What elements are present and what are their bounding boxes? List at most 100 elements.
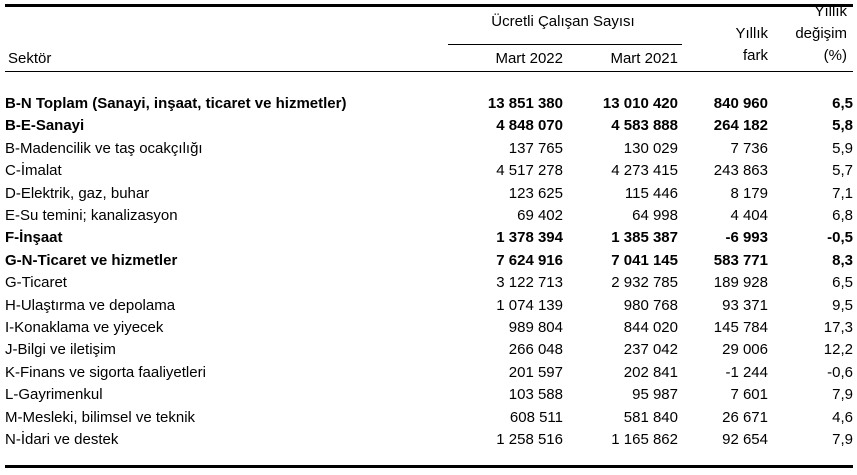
cell-m2021: 4 583 888	[611, 117, 678, 135]
cell-pct: 5,9	[832, 139, 853, 157]
cell-m2021: 237 042	[623, 341, 678, 359]
cell-sector: F-İnşaat	[5, 229, 63, 247]
cell-sector: E-Su temini; kanalizasyon	[5, 207, 178, 225]
cell-m2022: 13 851 380	[487, 95, 563, 112]
cell-pct: 6,5	[832, 274, 853, 292]
header-sector: Sektör	[8, 50, 52, 67]
table-row: K-Finans ve sigorta faaliyetleri 201 597 2…	[5, 362, 853, 384]
cell-m2021: 95 987	[632, 386, 678, 404]
cell-sector: M-Mesleki, bilimsel ve teknik	[5, 408, 196, 426]
cell-m2022: 1 378 394	[496, 229, 563, 247]
cell-sector: N-İdari ve destek	[5, 431, 119, 449]
cell-sector: C-İmalat	[5, 162, 62, 180]
table-row: M-Mesleki, bilimsel ve teknik 608 511 581 …	[5, 407, 853, 429]
cell-pct: -0,5	[827, 229, 853, 247]
cell-pct: 6,5	[832, 95, 853, 112]
cell-m2022: 201 597	[508, 363, 563, 381]
cell-fark: 26 671	[722, 408, 768, 426]
cell-fark: 29 006	[722, 341, 768, 359]
cell-sector: B-E-Sanayi	[5, 117, 85, 135]
cell-fark: -1 244	[725, 363, 768, 381]
header-annual-change-line3: (%)	[823, 47, 847, 64]
cell-m2022: 266 048	[508, 341, 563, 359]
cell-sector: K-Finans ve sigorta faaliyetleri	[5, 363, 206, 381]
cell-pct: 7,1	[832, 184, 853, 202]
cell-fark: 93 371	[722, 296, 768, 314]
paid-employees-table: B-N Toplam (Sanayi, inşaat, ticaret ve h…	[5, 93, 853, 452]
cell-m2022: 3 122 713	[496, 274, 563, 292]
cell-sector: J-Bilgi ve iletişim	[5, 341, 116, 359]
cell-fark: 189 928	[713, 274, 768, 292]
cell-pct: 9,5	[832, 296, 853, 314]
cell-sector: I-Konaklama ve yiyecek	[5, 319, 164, 337]
table-row: H-Ulaştırma ve depolama 1 074 139 980 768 9…	[5, 295, 853, 317]
cell-m2022: 4 517 278	[496, 162, 563, 180]
cell-sector: B-Madencilik ve taş ocakçılığı	[5, 139, 203, 157]
table-row: D-Elektrik, gaz, buhar 123 625 115 446 8 17…	[5, 183, 853, 205]
cell-fark: 145 784	[713, 319, 768, 337]
cell-sector: D-Elektrik, gaz, buhar	[5, 184, 150, 202]
cell-m2022: 123 625	[508, 184, 563, 202]
cell-m2022: 989 804	[508, 319, 563, 337]
header-annual-difference-line1: Yıllık	[735, 25, 768, 42]
cell-m2021: 2 932 785	[611, 274, 678, 292]
cell-m2022: 137 765	[508, 139, 563, 157]
header-group-title: Ücretli Çalışan Sayısı	[491, 13, 635, 30]
table-row: L-Gayrimenkul 103 588 95 987 7 601 7,9	[5, 384, 853, 406]
header-group-underline	[448, 44, 682, 45]
header-annual-difference-line2: fark	[742, 47, 768, 64]
bottom-rule	[5, 464, 853, 468]
cell-sector: G-Ticaret	[5, 274, 67, 292]
header-mart-2022: Mart 2022	[495, 50, 563, 67]
cell-pct: 7,9	[832, 431, 853, 449]
cell-fark: 7 601	[730, 386, 768, 404]
cell-fark: 840 960	[713, 95, 768, 112]
table-body-area: B-N Toplam (Sanayi, inşaat, ticaret ve h…	[5, 72, 853, 465]
cell-pct: 4,6	[832, 408, 853, 426]
header-subcolumns: Mart 2022 Mart 2021	[448, 50, 678, 67]
cell-fark: 264 182	[713, 117, 768, 135]
table-header: Sektör Ücretli Çalışan Sayısı Mart 2022 …	[5, 3, 853, 72]
cell-m2021: 844 020	[623, 319, 678, 337]
header-annual-change-line1: Yıllık	[814, 3, 847, 20]
cell-fark: 8 179	[730, 184, 768, 202]
table-row: C-İmalat 4 517 278 4 273 415 243 863 5,7	[5, 160, 853, 182]
table-row: E-Su temini; kanalizasyon 69 402 64 998 4 4…	[5, 205, 853, 227]
header-annual-change-line2: değişim	[795, 25, 847, 42]
cell-m2021: 202 841	[623, 363, 678, 381]
cell-m2021: 130 029	[623, 139, 678, 157]
table-row: N-İdari ve destek 1 258 516 1 165 862 92 65…	[5, 429, 853, 451]
table-row: G-N-Ticaret ve hizmetler 7 624 916 7 041 1…	[5, 250, 853, 272]
cell-sector: L-Gayrimenkul	[5, 386, 103, 404]
cell-m2021: 581 840	[623, 408, 678, 426]
cell-m2022: 608 511	[509, 408, 563, 426]
table-row: J-Bilgi ve iletişim 266 048 237 042 29 006 1…	[5, 339, 853, 361]
cell-m2021: 64 998	[632, 207, 678, 225]
statistics-table: Sektör Ücretli Çalışan Sayısı Mart 2022 …	[5, 3, 853, 468]
table-row: F-İnşaat 1 378 394 1 385 387 -6 993 -0,5	[5, 227, 853, 249]
cell-pct: 6,8	[832, 207, 853, 225]
table-row: I-Konaklama ve yiyecek 989 804 844 020 145 …	[5, 317, 853, 339]
table-body: B-N Toplam (Sanayi, inşaat, ticaret ve h…	[5, 93, 853, 452]
cell-m2022: 7 624 916	[496, 251, 563, 269]
cell-pct: 5,8	[832, 117, 853, 135]
cell-m2022: 4 848 070	[496, 117, 563, 135]
cell-fark: 7 736	[730, 139, 768, 157]
header-group-paid-employees: Ücretli Çalışan Sayısı Mart 2022 Mart 20…	[448, 7, 682, 71]
header-annual-difference: Yıllık fark	[678, 7, 768, 71]
cell-fark: 92 654	[722, 431, 768, 449]
cell-fark: -6 993	[725, 229, 768, 247]
cell-pct: 5,7	[832, 162, 853, 180]
cell-sector: G-N-Ticaret ve hizmetler	[5, 251, 178, 269]
table-row: B-Madencilik ve taş ocakçılığı 137 765 130…	[5, 138, 853, 160]
cell-pct: 8,3	[832, 251, 853, 269]
cell-m2021: 13 010 420	[602, 95, 678, 112]
cell-sector: H-Ulaştırma ve depolama	[5, 296, 176, 314]
table-row: B-E-Sanayi 4 848 070 4 583 888 264 182 5,8	[5, 115, 853, 137]
cell-m2021: 115 446	[624, 184, 678, 202]
cell-sector: B-N Toplam (Sanayi, inşaat, ticaret ve h…	[5, 95, 347, 112]
cell-m2022: 103 588	[508, 386, 563, 404]
cell-pct: -0,6	[827, 363, 853, 381]
header-mart-2021: Mart 2021	[610, 50, 678, 67]
